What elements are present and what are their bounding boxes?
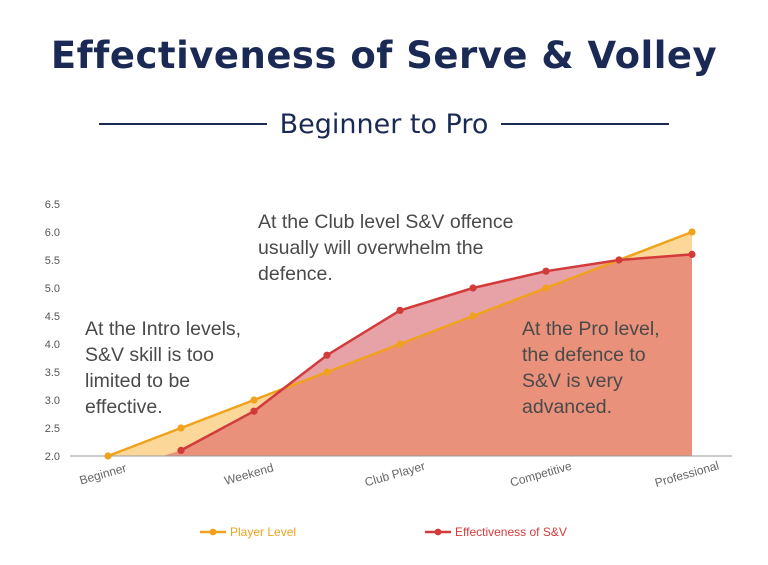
effectiveness-point (396, 306, 404, 314)
subtitle-rule-left (98, 123, 267, 125)
y-tick-label: 2.0 (45, 451, 60, 463)
y-tick-label: 2.5 (45, 423, 60, 435)
annotation-club-line: usually will overwhelm the (258, 237, 484, 259)
player-level-point (469, 312, 477, 320)
y-tick-label: 5.0 (45, 283, 60, 295)
y-tick-label: 5.5 (45, 255, 60, 267)
legend-player-level-label: Player Level (230, 525, 296, 539)
player-level-point (177, 424, 185, 432)
player-level-point (396, 340, 404, 348)
chart-subtitle: Beginner to Pro (279, 108, 489, 140)
annotation-club-line: At the Club level S&V offence (258, 211, 514, 233)
annotation-pro-line: At the Pro level, (522, 318, 660, 340)
effectiveness-point (469, 284, 477, 292)
y-tick-label: 6.5 (45, 199, 60, 211)
subtitle-row: Beginner to Pro (0, 106, 768, 142)
x-tick-label: Club Player (363, 459, 426, 490)
y-tick-label: 4.0 (45, 339, 60, 351)
annotation-intro-line: At the Intro levels, (85, 318, 242, 340)
y-tick-label: 3.5 (45, 367, 60, 379)
effectiveness-point (323, 351, 331, 359)
effectiveness-point (688, 250, 696, 258)
effectiveness-area (162, 254, 692, 456)
x-tick-label: Professional (653, 458, 720, 490)
legend-player-level-marker (209, 528, 217, 536)
annotation-pro-line: the defence to (522, 344, 646, 366)
effectiveness-point (250, 407, 258, 415)
subtitle-rule-right (501, 123, 670, 125)
annotation-club-line: defence. (258, 263, 333, 285)
player-level-point (688, 228, 696, 236)
y-tick-label: 3.0 (45, 395, 60, 407)
chart-title: Effectiveness of Serve & Volley (50, 34, 718, 77)
effectiveness-point (615, 256, 623, 264)
annotation-pro: At the Pro level, the defence to S&V is … (522, 316, 660, 420)
y-tick-label: 6.0 (45, 227, 60, 239)
x-tick-label: Weekend (223, 460, 275, 487)
annotation-club: At the Club level S&V offence usually wi… (258, 209, 513, 287)
annotation-intro-line: S&V skill is too (85, 344, 214, 366)
y-tick-label: 4.5 (45, 311, 60, 323)
annotation-intro-line: effective. (85, 396, 163, 418)
effectiveness-point (542, 267, 550, 275)
annotation-pro-line: advanced. (522, 396, 612, 418)
annotation-pro-line: S&V is very (522, 370, 623, 392)
player-level-point (250, 396, 258, 404)
x-tick-label: Beginner (78, 461, 128, 488)
annotation-intro: At the Intro levels, S&V skill is too li… (85, 316, 241, 420)
annotation-intro-line: limited to be (85, 370, 191, 392)
player-level-point (323, 368, 331, 376)
legend-effectiveness-label: Effectiveness of S&V (455, 525, 567, 539)
player-level-point (542, 284, 550, 292)
effectiveness-point (177, 446, 185, 454)
player-level-point (104, 452, 112, 460)
x-tick-label: Competitive (509, 459, 574, 490)
legend-effectiveness-marker (434, 528, 442, 536)
effectiveness-line (180, 253, 693, 452)
